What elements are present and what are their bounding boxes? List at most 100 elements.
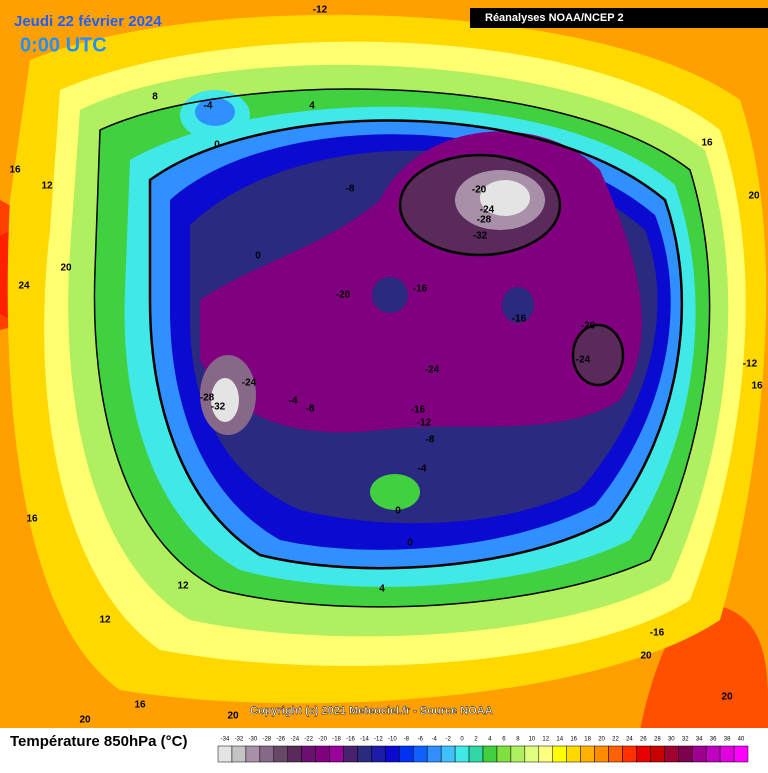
legend-swatch — [580, 745, 595, 763]
contour-label: -32 — [473, 231, 488, 242]
contour-label: 16 — [134, 700, 146, 711]
date: Jeudi 22 février 2024 — [14, 13, 162, 30]
legend-tick-label: 4 — [488, 737, 492, 743]
contour-label: 4 — [379, 584, 385, 595]
legend-swatch — [705, 745, 721, 763]
legend-tick-label: 12 — [542, 737, 549, 743]
contour-label: 24 — [18, 281, 30, 292]
legend-tick-label: 36 — [710, 737, 717, 743]
legend-tick-label: 0 — [460, 737, 464, 743]
contour-label: 20 — [79, 715, 91, 726]
contour-label: 12 — [41, 181, 53, 192]
contour-label: 12 — [177, 581, 189, 592]
legend-tick-label: -14 — [360, 737, 369, 743]
legend-swatch — [385, 745, 400, 763]
contour-label: 16 — [26, 514, 38, 525]
legend-tick-label: 34 — [696, 737, 703, 743]
legend-swatch — [315, 745, 330, 763]
legend-swatch — [608, 745, 623, 763]
legend-swatch — [287, 745, 302, 763]
contour-label: 20 — [640, 651, 652, 662]
legend-swatch — [468, 745, 484, 763]
legend-tick-label: -10 — [388, 737, 397, 743]
legend-tick-label: 38 — [724, 737, 731, 743]
legend-swatch — [245, 745, 261, 763]
contour-label: -4 — [289, 396, 298, 407]
contour-label: -12 — [743, 359, 758, 370]
legend-swatch — [217, 745, 233, 763]
legend-tick-label: -26 — [276, 737, 285, 743]
contour-label: -8 — [426, 435, 435, 446]
legend-tick-label: -20 — [318, 737, 327, 743]
legend-swatch — [357, 745, 372, 763]
contour-label: -24 — [576, 355, 591, 366]
legend-title: Température 850hPa (°C) — [10, 733, 187, 750]
legend-tick-label: 10 — [528, 737, 535, 743]
contour-label: -24 — [425, 365, 440, 376]
contour-label: 4 — [309, 101, 315, 112]
legend-scale: -34 -32 -30 -28 -26 -24 -22 -20 -18 -16 -14 -12 -10-… — [217, 737, 749, 763]
legend-swatch — [371, 745, 386, 763]
contour-label: 0 — [255, 251, 261, 262]
contour-label: -12 — [417, 418, 432, 429]
contour-label: 0 — [395, 506, 401, 517]
legend-tick-label: -4 — [432, 737, 438, 743]
legend-swatch — [413, 745, 428, 763]
legend-swatch — [273, 745, 288, 763]
contour-label: 0 — [214, 140, 220, 151]
legend-tick-label: 26 — [640, 737, 647, 743]
legend-swatch — [496, 745, 512, 763]
contour-label: -24 — [480, 205, 495, 216]
legend-tick-label: 16 — [570, 737, 577, 743]
legend-swatch — [440, 745, 456, 763]
contour-label: -32 — [211, 402, 226, 413]
legend-tick-label: 40 — [738, 737, 745, 743]
legend-tick-label: 14 — [556, 737, 563, 743]
legend-tick-label: -18 — [332, 737, 341, 743]
legend-tick-label: -32 — [235, 737, 244, 743]
contour-label: 16 — [9, 165, 21, 176]
contour-label: 20 — [721, 692, 733, 703]
contour-label: -20 — [581, 321, 596, 332]
legend-tick-label: -6 — [418, 737, 424, 743]
copyright: Copyright (c) 2021 Meteociel.fr - Source… — [250, 705, 493, 717]
temperature-field — [0, 0, 768, 730]
legend-swatch — [552, 745, 567, 763]
legend-swatch — [566, 745, 581, 763]
contour-label: -16 — [413, 284, 428, 295]
contour-label: -20 — [336, 290, 351, 301]
legend-swatch — [733, 745, 749, 763]
legend-tick-label: 18 — [584, 737, 591, 743]
contour-label: 16 — [751, 381, 763, 392]
source-box — [470, 8, 768, 28]
legend-tick-label: -22 — [304, 737, 313, 743]
legend-tick-label: -34 — [221, 737, 230, 743]
legend-tick-label: -2 — [445, 737, 451, 743]
legend-tick-label: -24 — [290, 737, 299, 743]
legend-swatch — [538, 745, 553, 763]
contour-label: 12 — [99, 615, 111, 626]
legend-tick-label: 6 — [502, 737, 506, 743]
contour-label: -28 — [200, 393, 215, 404]
legend-swatch — [678, 745, 693, 763]
legend-tick-label: 28 — [654, 737, 661, 743]
contour-label: 0 — [407, 538, 413, 549]
legend-swatch — [482, 745, 498, 763]
legend-tick-label: -16 — [346, 737, 355, 743]
legend-tick-label: 20 — [598, 737, 605, 743]
contour-label: 16 — [701, 138, 713, 149]
contour-label: -12 — [313, 5, 328, 16]
legend-tick-label: 2 — [474, 737, 478, 743]
legend-swatch — [259, 745, 275, 763]
legend-tick-label: -30 — [249, 737, 258, 743]
legend-swatch — [664, 745, 679, 763]
legend-swatch — [650, 745, 665, 763]
legend-swatch — [719, 745, 735, 763]
legend-swatch — [524, 745, 540, 763]
contour-label: 20 — [748, 191, 760, 202]
contour-label: -8 — [346, 184, 355, 195]
legend-swatch — [426, 745, 442, 763]
contour-label: -16 — [650, 628, 665, 639]
